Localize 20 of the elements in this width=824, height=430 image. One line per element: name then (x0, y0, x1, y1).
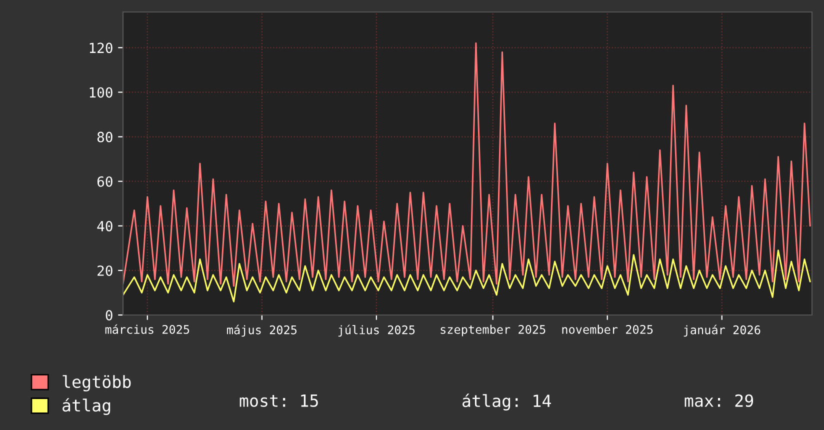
x-tick-label: szeptember 2025 (440, 324, 546, 336)
x-tick-label: július 2025 (338, 324, 415, 337)
x-tick-label: január 2026 (684, 324, 760, 337)
text: átlag: 14 (462, 394, 551, 411)
y-tick-label: 120 (90, 42, 112, 54)
y-tick-label: 40 (97, 220, 112, 232)
y-tick-label: 60 (97, 176, 112, 187)
legend-label: átlag (62, 398, 110, 415)
y-tick-label: 0 (106, 310, 112, 321)
text: max: 29 (684, 394, 754, 407)
text: most: 15 (240, 394, 318, 407)
line-series (123, 42, 811, 287)
x-tick-label: március 2025 (105, 324, 190, 334)
x-tick-label: november 2025 (562, 324, 653, 334)
y-tick-label: 20 (98, 265, 112, 276)
line-series (123, 250, 811, 302)
y-tick-label: 100 (90, 87, 112, 98)
x-tick-label: május 2025 (227, 324, 297, 337)
legend-label: legtöbb (62, 375, 131, 392)
y-tick-label: 80 (97, 132, 112, 142)
